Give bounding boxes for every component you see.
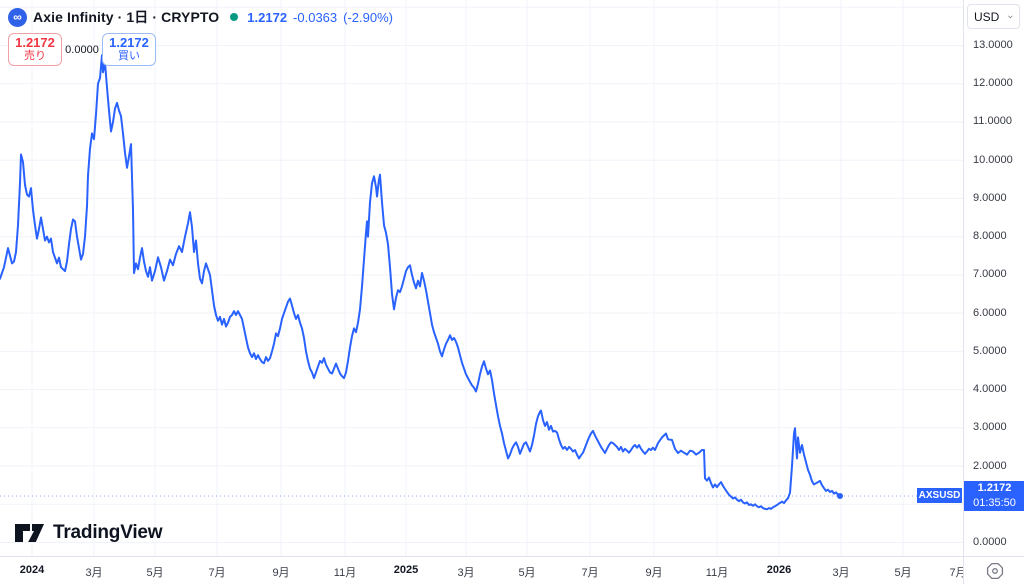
sell-label: 売り — [24, 50, 46, 62]
price-tick-label: 3.0000 — [973, 421, 1007, 433]
price-tick-label: 7.0000 — [973, 268, 1007, 280]
settings-gear-icon[interactable] — [985, 561, 1005, 581]
last-price: 1.2172 — [247, 9, 288, 25]
price-scale[interactable]: USD 13.0000 12.0000 11.0000 10.0000 9.0000 8.… — [963, 0, 1024, 556]
price-change: -0.0363 — [293, 9, 338, 25]
time-tick-month-label: 5月 — [518, 567, 536, 579]
sell-button[interactable]: 1.2172 売り — [8, 33, 62, 66]
time-scale[interactable]: 2024 3月 5月 7月 9月 11月 2025 3月 5月 7月 9月 11月 2026 3月 5月 7月 — [0, 556, 963, 584]
symbol-value-label: AXSUSD — [917, 488, 962, 503]
time-tick-month-label: 3月 — [832, 567, 850, 579]
tradingview-logo-icon — [15, 524, 44, 542]
buy-label: 買い — [118, 50, 140, 62]
price-chart — [0, 0, 963, 556]
price-change-percent: (-2.90%) — [343, 9, 393, 25]
market-open-dot-icon — [230, 13, 239, 21]
sell-price: 1.2172 — [15, 35, 55, 50]
time-tick-year-label: 2025 — [393, 564, 419, 576]
price-tick-label: 2.0000 — [973, 460, 1007, 472]
chart-canvas[interactable]: TradingView ∞ Axie Infinity · 1日 · CRYPT… — [0, 0, 963, 556]
current-price-axis-label: 1.2172 01:35:50 — [964, 481, 1024, 511]
time-tick-month-label: 9月 — [645, 567, 663, 579]
scales-corner — [963, 556, 1024, 584]
symbol-legend: ∞ Axie Infinity · 1日 · CRYPTO 1.2172 -0.… — [8, 6, 393, 66]
currency-unit-button[interactable]: USD — [967, 4, 1020, 29]
time-tick-month-label: 3月 — [85, 567, 103, 579]
tradingview-watermark[interactable]: TradingView — [14, 520, 163, 546]
time-tick-month-label: 9月 — [272, 567, 290, 579]
time-tick-month-label: 3月 — [457, 567, 475, 579]
time-tick-month-label: 11月 — [705, 567, 729, 579]
current-price-value: 1.2172 — [977, 482, 1012, 494]
price-tick-label: 9.0000 — [973, 192, 1007, 204]
time-tick-month-label: 5月 — [894, 567, 912, 579]
time-tick-month-label: 7月 — [581, 567, 599, 579]
currency-label: USD — [974, 9, 1000, 24]
price-line-series — [0, 54, 841, 511]
price-tick-label: 13.0000 — [973, 39, 1013, 51]
price-info: 1.2172 -0.0363 (-2.90%) — [247, 10, 393, 25]
buy-button[interactable]: 1.2172 買い — [102, 33, 156, 66]
last-price-dot — [837, 493, 843, 499]
price-tick-label: 4.0000 — [973, 383, 1007, 395]
spread-value: 0.0000 — [65, 43, 99, 56]
order-panel: 1.2172 売り 0.0000 1.2172 買い — [8, 33, 393, 66]
price-tick-label: 6.0000 — [973, 307, 1007, 319]
price-tick-label: 10.0000 — [973, 154, 1013, 166]
symbol-title[interactable]: Axie Infinity · 1日 · CRYPTO — [33, 9, 220, 25]
time-tick-month-label: 5月 — [146, 567, 164, 579]
price-tick-label: 0.0000 — [973, 536, 1007, 548]
watermark-text: TradingView — [53, 522, 163, 543]
axie-infinity-logo-icon: ∞ — [8, 7, 27, 27]
bar-countdown: 01:35:50 — [973, 497, 1016, 509]
time-tick-month-label: 7月 — [949, 567, 963, 579]
time-tick-month-label: 7月 — [208, 567, 226, 579]
buy-price: 1.2172 — [109, 35, 149, 50]
price-tick-label: 8.0000 — [973, 230, 1007, 242]
chevron-down-icon — [1008, 15, 1013, 18]
time-tick-year-label: 2024 — [19, 564, 45, 576]
price-tick-label: 11.0000 — [973, 115, 1012, 127]
price-tick-label: 12.0000 — [973, 77, 1013, 89]
price-tick-label: 5.0000 — [973, 345, 1007, 357]
time-tick-month-label: 11月 — [333, 567, 357, 579]
time-tick-year-label: 2026 — [766, 564, 792, 576]
